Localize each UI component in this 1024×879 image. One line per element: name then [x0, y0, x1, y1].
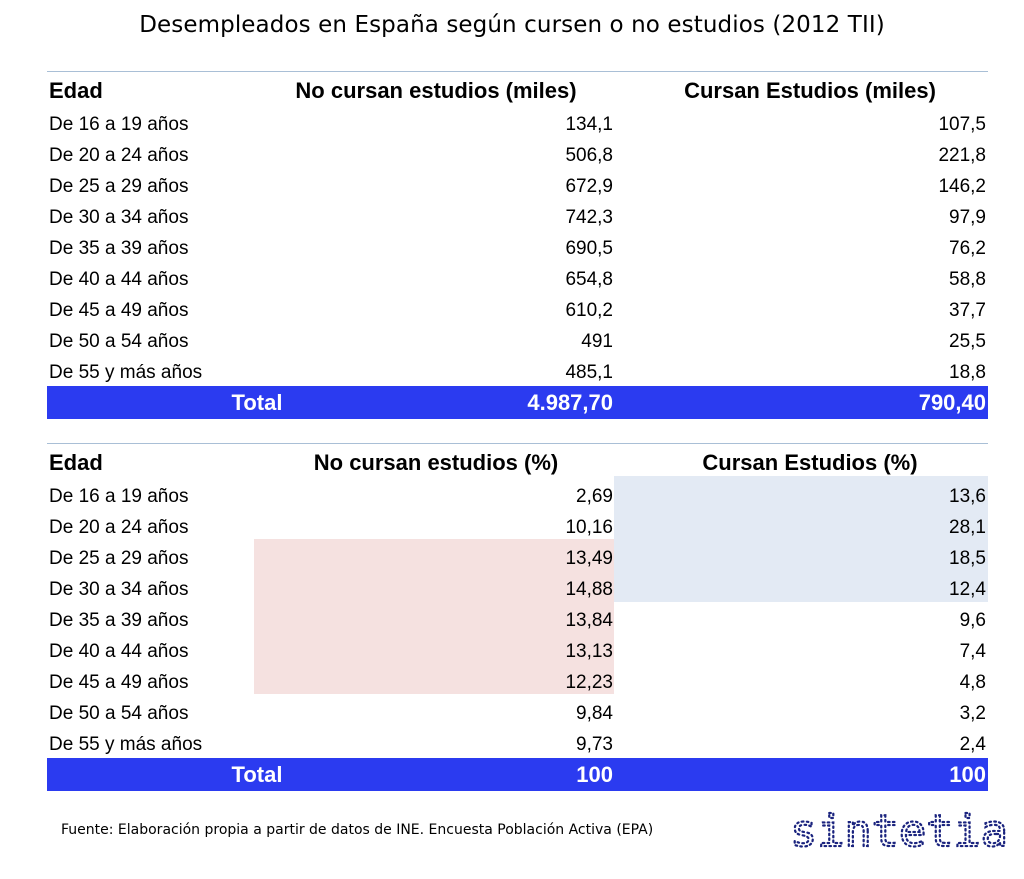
studying-cell: 18,8: [949, 362, 986, 383]
header-age: Edad: [49, 78, 103, 103]
table-header-row: Edad No cursan estudios (miles) Cursan E…: [47, 75, 988, 106]
table-row: De 16 a 19 años 134,1 107,5: [47, 109, 988, 140]
studying-cell: 25,5: [949, 331, 986, 352]
studying-cell: 37,7: [949, 300, 986, 321]
not-studying-cell: 491: [581, 331, 613, 352]
not-studying-cell: 742,3: [565, 207, 613, 228]
table-row: De 40 a 44 años 13,13 7,4: [47, 636, 988, 667]
unemployed-percent-table: Edad No cursan estudios (%) Cursan Estud…: [47, 443, 988, 791]
studying-cell: 146,2: [938, 176, 986, 197]
studying-cell: 9,6: [959, 610, 986, 631]
not-studying-cell: 13,49: [565, 548, 613, 569]
not-studying-cell: 13,84: [565, 610, 613, 631]
not-studying-cell: 13,13: [565, 641, 613, 662]
total-studying: 790,40: [918, 390, 986, 415]
age-cell: De 25 a 29 años: [49, 176, 189, 197]
age-cell: De 45 a 49 años: [49, 300, 189, 321]
not-studying-cell: 134,1: [565, 114, 613, 135]
table-row: De 30 a 34 años 14,88 12,4: [47, 574, 988, 605]
unemployed-thousands-table: Edad No cursan estudios (miles) Cursan E…: [47, 71, 988, 419]
not-studying-cell: 654,8: [565, 269, 613, 290]
table-row: De 50 a 54 años 9,84 3,2: [47, 698, 988, 729]
table-header-row: Edad No cursan estudios (%) Cursan Estud…: [47, 447, 988, 478]
total-not-studying: 4.987,70: [527, 390, 613, 415]
studying-cell: 13,6: [949, 486, 986, 507]
age-cell: De 20 a 24 años: [49, 517, 189, 538]
highlight-studying-block: [614, 476, 988, 602]
not-studying-cell: 690,5: [565, 238, 613, 259]
age-cell: De 30 a 34 años: [49, 207, 189, 228]
table-row: De 25 a 29 años 672,9 146,2: [47, 171, 988, 202]
studying-cell: 76,2: [949, 238, 986, 259]
age-cell: De 30 a 34 años: [49, 579, 189, 600]
table-row: De 35 a 39 años 13,84 9,6: [47, 605, 988, 636]
table-row: De 16 a 19 años 2,69 13,6: [47, 481, 988, 512]
table-row: De 55 y más años 9,73 2,4: [47, 729, 988, 760]
not-studying-cell: 9,73: [576, 734, 613, 755]
header-not-studying: No cursan estudios (%): [313, 450, 559, 475]
studying-cell: 58,8: [949, 269, 986, 290]
table-row: De 45 a 49 años 610,2 37,7: [47, 295, 988, 326]
table-row: De 20 a 24 años 506,8 221,8: [47, 140, 988, 171]
table-row: De 50 a 54 años 491 25,5: [47, 326, 988, 357]
total-label: Total: [231, 762, 283, 787]
age-cell: De 20 a 24 años: [49, 145, 189, 166]
source-footnote: Fuente: Elaboración propia a partir de d…: [61, 822, 654, 838]
studying-cell: 18,5: [949, 548, 986, 569]
not-studying-cell: 14,88: [565, 579, 613, 600]
not-studying-cell: 610,2: [565, 300, 613, 321]
header-age: Edad: [49, 450, 103, 475]
studying-cell: 97,9: [949, 207, 986, 228]
total-studying: 100: [949, 762, 986, 787]
header-studying: Cursan Estudios (miles): [684, 78, 936, 103]
total-row: Total 100 100: [47, 758, 988, 791]
studying-cell: 2,4: [959, 734, 986, 755]
total-not-studying: 100: [576, 762, 613, 787]
studying-cell: 28,1: [949, 517, 986, 538]
studying-cell: 107,5: [938, 114, 986, 135]
not-studying-cell: 506,8: [565, 145, 613, 166]
not-studying-cell: 9,84: [576, 703, 613, 724]
age-cell: De 16 a 19 años: [49, 114, 189, 135]
age-cell: De 16 a 19 años: [49, 486, 189, 507]
sintetia-logo: sintetia: [790, 806, 1008, 854]
logo-wordmark: sintetia: [790, 806, 1008, 854]
not-studying-cell: 2,69: [576, 486, 613, 507]
studying-cell: 3,2: [959, 703, 986, 724]
table-row: De 40 a 44 años 654,8 58,8: [47, 264, 988, 295]
header-not-studying: No cursan estudios (miles): [295, 78, 577, 103]
studying-cell: 221,8: [938, 145, 986, 166]
studying-cell: 4,8: [959, 672, 986, 693]
page-title: Desempleados en España según cursen o no…: [139, 12, 885, 38]
highlight-not-studying-block: [254, 539, 614, 694]
age-cell: De 45 a 49 años: [49, 672, 189, 693]
table-row: De 55 y más años 485,1 18,8: [47, 357, 988, 388]
table-row: De 35 a 39 años 690,5 76,2: [47, 233, 988, 264]
studying-cell: 7,4: [959, 641, 986, 662]
age-cell: De 55 y más años: [49, 734, 203, 755]
age-cell: De 50 a 54 años: [49, 703, 189, 724]
not-studying-cell: 485,1: [565, 362, 613, 383]
age-cell: De 35 a 39 años: [49, 610, 189, 631]
age-cell: De 35 a 39 años: [49, 238, 189, 259]
age-cell: De 40 a 44 años: [49, 641, 189, 662]
age-cell: De 25 a 29 años: [49, 548, 189, 569]
total-row: Total 4.987,70 790,40: [47, 386, 988, 419]
age-cell: De 55 y más años: [49, 362, 203, 383]
total-label: Total: [231, 390, 283, 415]
table-row: De 45 a 49 años 12,23 4,8: [47, 667, 988, 698]
table-row: De 20 a 24 años 10,16 28,1: [47, 512, 988, 543]
table-row: De 30 a 34 años 742,3 97,9: [47, 202, 988, 233]
table-row: De 25 a 29 años 13,49 18,5: [47, 543, 988, 574]
age-cell: De 50 a 54 años: [49, 331, 189, 352]
studying-cell: 12,4: [949, 579, 986, 600]
header-studying: Cursan Estudios (%): [702, 450, 918, 475]
not-studying-cell: 12,23: [565, 672, 613, 693]
table-top-rule: [47, 443, 988, 444]
table-top-rule: [47, 71, 988, 72]
not-studying-cell: 672,9: [565, 176, 613, 197]
not-studying-cell: 10,16: [565, 517, 613, 538]
age-cell: De 40 a 44 años: [49, 269, 189, 290]
